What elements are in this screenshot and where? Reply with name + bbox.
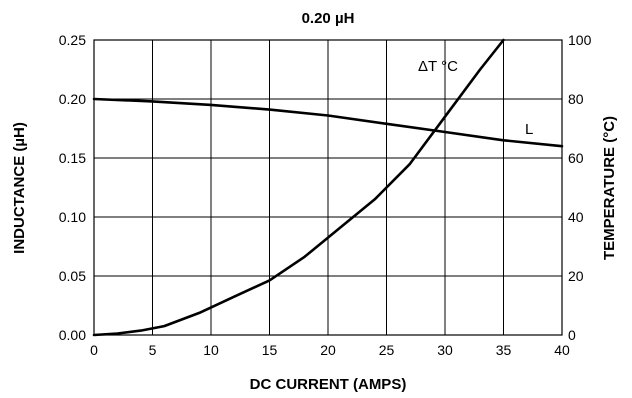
left-y-tick-label: 0.00 bbox=[59, 327, 86, 343]
chart-title: 0.20 µH bbox=[302, 10, 355, 27]
grid-lines bbox=[94, 40, 562, 335]
right-y-tick-label: 20 bbox=[568, 268, 584, 284]
x-tick-labels: 0 5 10 15 20 25 30 35 40 bbox=[90, 342, 570, 358]
series-label-inductance: L bbox=[525, 121, 533, 138]
right-y-tick-label: 100 bbox=[568, 32, 592, 48]
left-y-tick-label: 0.15 bbox=[59, 150, 86, 166]
x-axis-title: DC CURRENT (AMPS) bbox=[250, 376, 407, 393]
plot-frame bbox=[93, 39, 563, 336]
x-tick-label: 35 bbox=[496, 342, 512, 358]
right-y-tick-label: 80 bbox=[568, 91, 584, 107]
right-y-tick-label: 60 bbox=[568, 150, 584, 166]
x-tick-label: 30 bbox=[437, 342, 453, 358]
left-y-tick-labels: 0.00 0.05 0.10 0.15 0.20 0.25 bbox=[59, 32, 86, 343]
right-y-tick-label: 0 bbox=[568, 327, 576, 343]
series-curves bbox=[92, 38, 564, 337]
temperature-rise-curve bbox=[92, 38, 505, 337]
right-y-tick-label: 40 bbox=[568, 209, 584, 225]
left-y-tick-label: 0.10 bbox=[59, 209, 86, 225]
left-y-axis-title: INDUCTANCE (µH) bbox=[11, 122, 28, 254]
x-tick-label: 20 bbox=[320, 342, 336, 358]
x-tick-label: 25 bbox=[379, 342, 395, 358]
x-tick-label: 5 bbox=[149, 342, 157, 358]
x-tick-label: 40 bbox=[554, 342, 570, 358]
x-tick-label: 10 bbox=[203, 342, 219, 358]
right-y-axis-title: TEMPERATURE (°C) bbox=[601, 116, 618, 260]
left-y-tick-label: 0.20 bbox=[59, 91, 86, 107]
x-tick-label: 15 bbox=[262, 342, 278, 358]
series-label-temperature: ΔT °C bbox=[418, 58, 458, 75]
left-y-tick-label: 0.05 bbox=[59, 268, 86, 284]
right-y-tick-labels: 0 20 40 60 80 100 bbox=[568, 32, 592, 343]
x-tick-label: 0 bbox=[90, 342, 98, 358]
left-y-tick-label: 0.25 bbox=[59, 32, 86, 48]
inductance-curve bbox=[92, 97, 564, 148]
